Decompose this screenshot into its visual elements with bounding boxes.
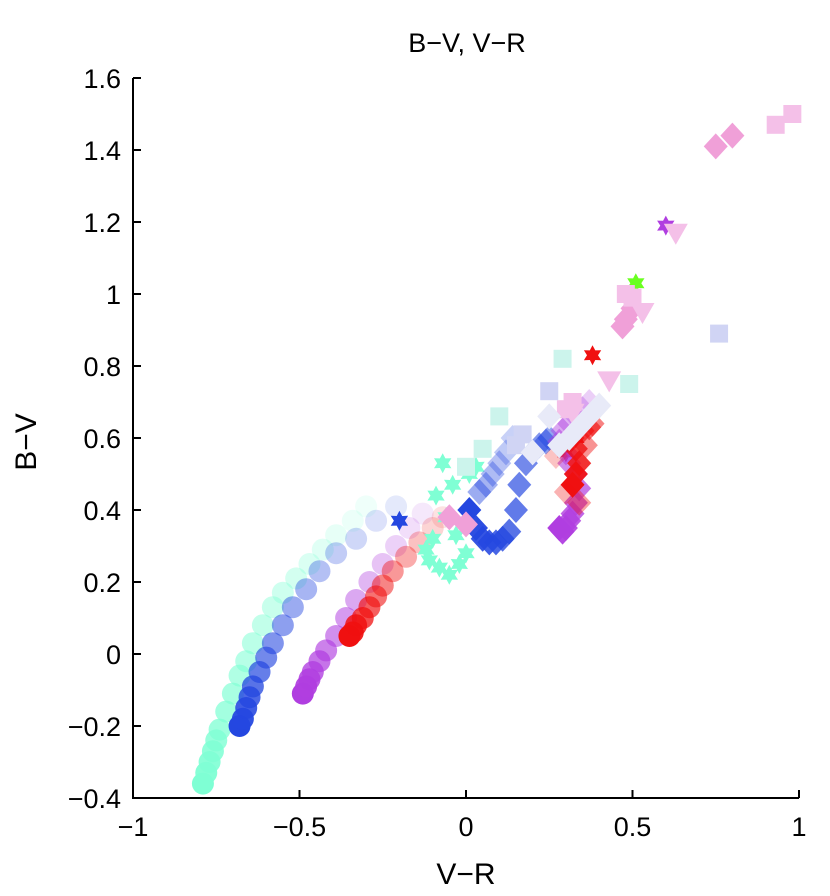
data-point	[295, 578, 318, 601]
x-axis-label: V−R	[436, 858, 495, 891]
y-tick-label: −0.2	[68, 712, 121, 742]
data-point	[355, 495, 378, 518]
data-point	[720, 122, 745, 149]
data-point	[385, 535, 408, 557]
data-point	[447, 525, 465, 546]
data-point	[325, 524, 348, 547]
data-point	[710, 324, 729, 343]
data-point	[503, 497, 528, 523]
data-point	[341, 509, 364, 532]
data-point	[427, 485, 445, 506]
data-point	[467, 456, 485, 477]
y-tick-label: −0.4	[68, 784, 121, 814]
data-point	[215, 700, 238, 723]
data-point	[271, 614, 294, 637]
x-axis: −1 −0.5 0 0.5 1	[118, 790, 807, 842]
data-point	[371, 574, 394, 597]
y-tick-label: 1.2	[83, 208, 121, 238]
data-point	[766, 115, 785, 134]
data-point	[493, 439, 518, 466]
data-point	[440, 564, 458, 585]
data-point	[241, 632, 264, 655]
data-point	[473, 471, 498, 498]
data-point	[434, 453, 452, 474]
data-point	[490, 407, 509, 426]
chart-title: B−V, V−R	[408, 28, 526, 58]
data-point	[520, 439, 545, 466]
data-point	[457, 543, 475, 564]
y-tick-label: 1.6	[83, 64, 121, 94]
y-tick-label: 0.4	[83, 496, 121, 526]
data-point	[620, 375, 639, 393]
data-point	[298, 553, 321, 575]
data-point	[221, 682, 244, 705]
y-axis: −0.4 −0.2 0 0.2 0.4 0.6 0.8 1 1.2 1.4 1.6	[68, 64, 141, 814]
data-point	[480, 461, 505, 487]
data-point	[540, 382, 559, 401]
data-point	[424, 528, 442, 549]
data-point	[311, 538, 334, 561]
data-point	[450, 554, 468, 574]
data-point	[390, 510, 409, 531]
x-tick-label: −0.5	[273, 812, 326, 842]
data-point	[365, 509, 388, 532]
data-point	[610, 313, 635, 340]
data-point	[208, 718, 231, 741]
data-point	[513, 425, 532, 444]
x-tick-label: 1	[791, 812, 806, 842]
data-point	[371, 553, 394, 575]
x-tick-label: 0.5	[614, 812, 652, 842]
data-point	[420, 550, 438, 571]
x-tick-label: 0	[458, 812, 473, 842]
data-point	[473, 439, 492, 458]
data-point	[285, 567, 308, 590]
data-point	[261, 632, 284, 655]
data-point	[553, 349, 572, 368]
data-point	[487, 450, 512, 477]
data-point	[623, 288, 642, 307]
y-tick-label: 1.4	[83, 136, 121, 166]
y-tick-label: 0.8	[83, 352, 121, 382]
y-tick-label: 0.6	[83, 424, 121, 454]
data-point	[547, 432, 572, 459]
data-point	[663, 223, 688, 245]
data-point	[567, 489, 592, 516]
data-point	[560, 403, 585, 425]
data-point	[454, 511, 478, 538]
data-point	[583, 345, 602, 366]
data-point	[553, 479, 578, 505]
data-point	[411, 502, 434, 525]
data-point	[783, 105, 802, 123]
data-point	[381, 560, 404, 583]
data-point	[703, 133, 728, 160]
data-point	[271, 581, 294, 604]
data-point	[630, 303, 655, 324]
data-point	[457, 457, 475, 476]
data-marks	[191, 105, 802, 795]
y-axis-label: B−V	[10, 413, 43, 471]
y-tick-label: 1	[106, 280, 121, 310]
data-point	[281, 596, 304, 619]
data-point	[444, 474, 462, 495]
y-tick-label: 0	[106, 640, 121, 670]
data-point	[385, 495, 408, 518]
data-point	[497, 518, 522, 545]
data-point	[417, 539, 435, 560]
data-point	[395, 545, 418, 568]
y-tick-label: 0.2	[83, 568, 121, 598]
data-point	[308, 560, 331, 583]
data-point	[467, 479, 492, 505]
data-point	[430, 557, 448, 578]
data-point	[325, 542, 348, 565]
data-point	[597, 371, 622, 393]
data-point	[251, 614, 274, 637]
data-point	[507, 471, 532, 498]
x-tick-label: −1	[118, 812, 149, 842]
data-point	[345, 527, 368, 550]
data-point	[261, 596, 284, 619]
data-point	[537, 403, 562, 430]
data-point	[421, 517, 444, 539]
data-point	[627, 273, 645, 294]
